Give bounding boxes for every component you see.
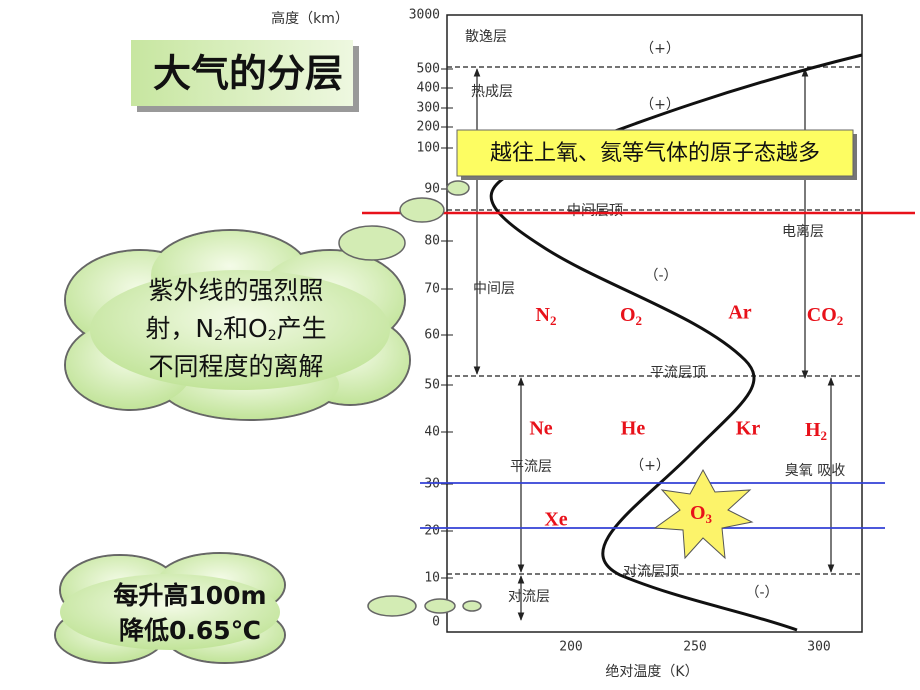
gas-subscript: 2 xyxy=(636,313,643,328)
gas-symbol: CO xyxy=(807,304,837,326)
y-tick-label: 50 xyxy=(424,378,440,393)
text-part: 射，N xyxy=(145,314,214,343)
y-tick-label: 60 xyxy=(424,328,440,343)
gas-subscript: 3 xyxy=(706,511,713,526)
gas-label: O2 xyxy=(620,304,642,328)
gas-label: Ne xyxy=(529,418,552,440)
x-tick-label: 250 xyxy=(683,640,706,655)
cloud-1 xyxy=(64,180,470,421)
note-box xyxy=(456,129,854,177)
gas-symbol: O xyxy=(690,502,706,524)
sign-label: （+） xyxy=(640,97,680,113)
y-tick-label: 70 xyxy=(424,282,440,297)
title-box xyxy=(131,40,353,106)
y-tick-label: 200 xyxy=(417,120,440,135)
gas-label: CO2 xyxy=(807,304,844,328)
gas-label: N2 xyxy=(536,304,557,328)
gas-label: Xe xyxy=(544,509,567,531)
gas-symbol: H xyxy=(805,419,821,441)
boundary-label: 对流层顶 xyxy=(623,564,679,580)
gas-subscript: 2 xyxy=(550,313,557,328)
text-part: 产生 xyxy=(277,314,327,343)
cloud-text: 射，N2和O2产生 xyxy=(145,314,326,344)
y-tick-label: 30 xyxy=(424,477,440,492)
y-axis-title: 高度（km） xyxy=(271,10,349,27)
sign-label: （-） xyxy=(745,585,778,601)
note-text: 越往上氧、氦等气体的原子态越多 xyxy=(490,141,820,166)
sign-label: （+） xyxy=(630,458,670,474)
y-tick-label: 20 xyxy=(424,524,440,539)
plot-frame xyxy=(446,14,863,633)
gas-label: Kr xyxy=(736,418,761,440)
y-tick-label: 500 xyxy=(417,62,440,77)
gas-subscript: 2 xyxy=(837,313,844,328)
subscript: 2 xyxy=(214,328,223,344)
layer-label: 电离层 xyxy=(782,223,824,240)
y-ticks: 0 10 20 30 40 50 60 70 80 90 100 200 300… xyxy=(409,8,440,630)
layer-label: 平流层 xyxy=(510,459,552,475)
layer-label: 热成层 xyxy=(471,84,513,100)
title: 大气的分层 xyxy=(153,52,343,96)
cloud-text: 降低0.65℃ xyxy=(119,616,261,645)
cloud-text: 不同程度的离解 xyxy=(148,352,323,381)
y-tick-label: 80 xyxy=(424,234,440,249)
gas-label: He xyxy=(621,418,646,440)
sign-label: （+） xyxy=(640,41,680,57)
gas-label: H2 xyxy=(805,419,827,443)
y-tick-label: 300 xyxy=(417,101,440,116)
subscript: 2 xyxy=(268,328,277,344)
cloud-text: 每升高100m xyxy=(113,581,266,610)
ozone-label: O3 xyxy=(690,502,713,526)
boundary-label: 平流层顶 xyxy=(650,365,706,381)
y-tick-label: 100 xyxy=(417,141,440,156)
ozone-absorption-label: 臭氧 吸收 xyxy=(785,463,845,479)
x-tick-label: 200 xyxy=(559,640,582,655)
sign-label: （-） xyxy=(644,268,677,284)
y-tick-marks xyxy=(441,68,453,579)
text-part: 和O xyxy=(223,314,268,343)
layer-label: 中间层 xyxy=(473,281,515,297)
layer-label: 散逸层 xyxy=(465,29,507,45)
boundary-label: 中间层顶 xyxy=(567,203,623,219)
y-tick-label: 3000 xyxy=(409,8,440,23)
y-tick-label: 400 xyxy=(417,81,440,96)
y-tick-label: 90 xyxy=(424,182,440,197)
layer-label: 对流层 xyxy=(508,589,550,605)
y-tick-label: 40 xyxy=(424,425,440,440)
gas-label: Ar xyxy=(728,302,751,324)
gas-subscript: 2 xyxy=(821,428,828,443)
x-axis-title: 绝对温度（K） xyxy=(605,664,698,680)
gas-symbol: N xyxy=(536,304,551,326)
y-tick-label: 10 xyxy=(424,571,440,586)
x-tick-label: 300 xyxy=(807,640,830,655)
y-tick-label: 0 xyxy=(432,615,440,630)
gas-symbol: O xyxy=(620,304,636,326)
cloud-text: 紫外线的强烈照 xyxy=(148,276,323,305)
ozone-star xyxy=(653,468,754,560)
cloud-2 xyxy=(54,552,482,664)
